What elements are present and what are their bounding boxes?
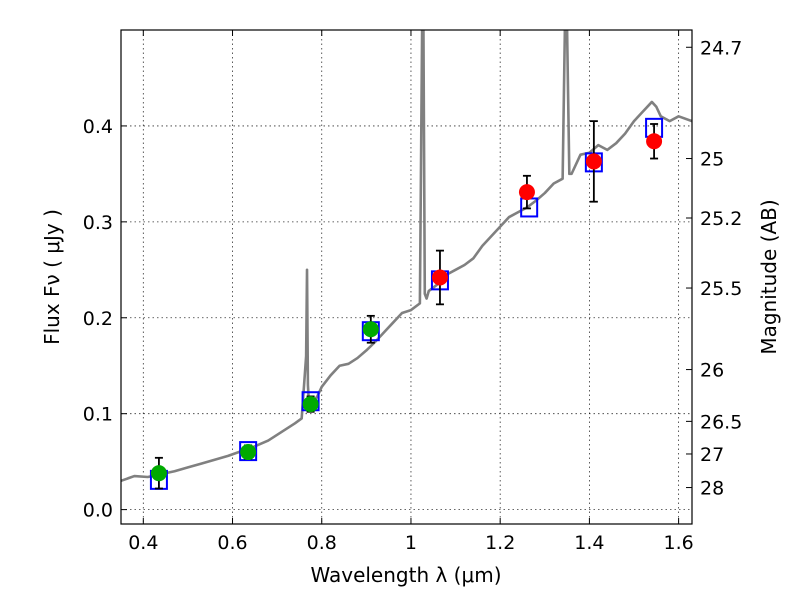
y-tick-label: 0.1 <box>83 404 113 426</box>
y2-tick-label: 28 <box>700 478 724 500</box>
y2-tick-label: 27 <box>700 444 724 466</box>
red-data-point <box>646 133 663 150</box>
x-tick-label: 1.2 <box>485 532 515 554</box>
y-axis-label: Flux Fν ( μJy ) <box>40 209 64 345</box>
spectrum-line <box>121 30 692 483</box>
red-data-point <box>431 269 448 286</box>
plot-frame <box>120 29 693 525</box>
x-tick-label: 1.4 <box>574 532 604 554</box>
x-tick-label: 0.8 <box>307 532 337 554</box>
red-data-point <box>585 153 602 170</box>
axis-layer: 0.4 0.6 0.8 1 1.2 1.4 1.6 0.0 0.1 0.2 0.3 0.4 24.7 25… <box>83 30 742 554</box>
green-data-point <box>362 321 379 338</box>
x-axis-label: Wavelength λ (μm) <box>310 563 501 587</box>
model-box-marker <box>239 441 258 462</box>
y2-tick-label: 25.5 <box>700 278 742 300</box>
green-data-point <box>150 465 167 482</box>
green-data-point <box>240 444 257 461</box>
y-tick-label: 0.4 <box>83 116 113 138</box>
x-tick-label: 1 <box>405 532 417 554</box>
y2-axis-label: Magnitude (AB) <box>757 199 781 354</box>
grid-layer <box>121 30 692 524</box>
y-tick-label: 0.2 <box>83 308 113 330</box>
y2-tick-label: 26 <box>700 360 724 382</box>
x-tick-label: 1.6 <box>664 532 694 554</box>
red-data-point <box>518 184 535 201</box>
y-tick-label: 0.0 <box>83 500 113 522</box>
y2-tick-label: 25 <box>700 149 724 171</box>
x-tick-label: 0.4 <box>128 532 158 554</box>
y2-tick-label: 24.7 <box>700 37 742 59</box>
y2-tick-label: 25.2 <box>700 208 742 230</box>
y2-tick-label: 26.5 <box>700 411 742 433</box>
x-tick-label: 0.6 <box>217 532 247 554</box>
plot-layer <box>121 30 692 490</box>
green-data-point <box>302 396 319 413</box>
y-tick-label: 0.3 <box>83 212 113 234</box>
